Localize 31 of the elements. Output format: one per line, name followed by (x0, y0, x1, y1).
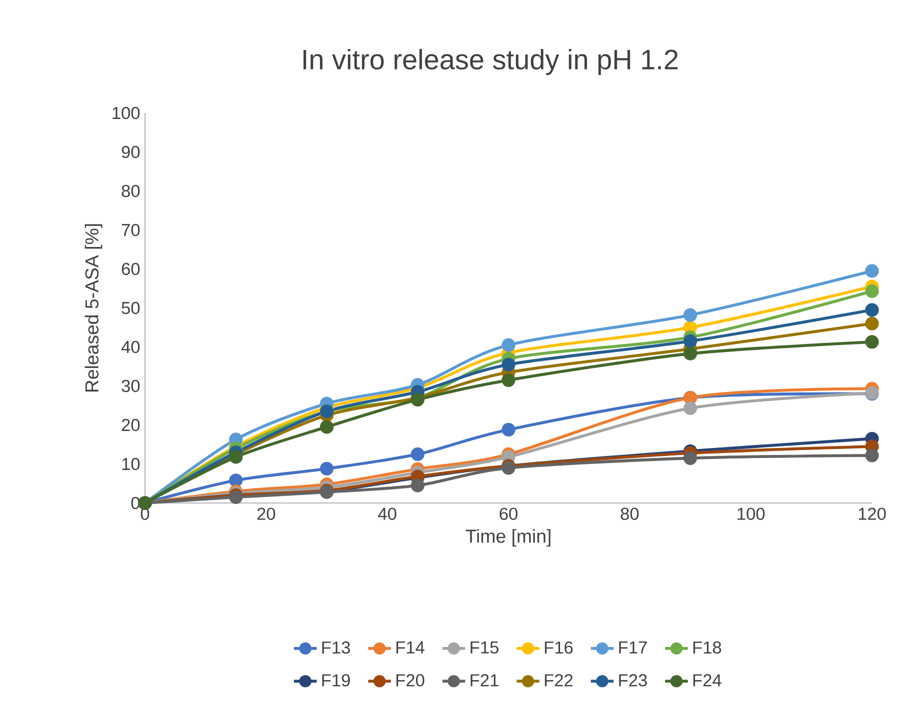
legend-label: F19 (322, 674, 350, 686)
legend-label: F21 (470, 674, 498, 686)
y-tick-label: 10 (122, 458, 140, 470)
y-tick-label: 30 (122, 380, 140, 392)
x-tick-label: 40 (378, 508, 396, 520)
legend-label: F14 (396, 641, 424, 654)
x-tick-label: 80 (620, 508, 639, 520)
y-axis-title: Released 5-ASA [%] (84, 224, 102, 392)
chart-title: In vitro release study in pH 1.2 (304, 48, 678, 76)
legend-label: F24 (693, 674, 722, 686)
legend-label: F17 (619, 641, 647, 654)
x-tick-label: 120 (858, 508, 886, 520)
legend-label: F18 (693, 641, 722, 654)
y-tick-label: 70 (122, 224, 140, 236)
x-tick-label: 20 (257, 508, 276, 520)
y-tick-label: 40 (121, 340, 140, 354)
y-tick-label: 100 (112, 106, 140, 120)
y-tick-label: 80 (122, 184, 140, 198)
legend-label: F23 (619, 674, 647, 686)
y-tick-label: 50 (122, 302, 140, 314)
y-tick-label: 60 (122, 262, 140, 276)
legend-label: F13 (322, 641, 350, 654)
legend-label: F20 (396, 674, 424, 686)
legend-label: F22 (544, 674, 573, 686)
y-tick-label: 90 (122, 146, 140, 158)
legend-label: F15 (470, 641, 498, 654)
y-tick-label: 20 (122, 418, 140, 432)
legend-label: F16 (544, 641, 573, 654)
x-tick-label: 60 (500, 508, 518, 520)
x-axis-title: Time [min] (466, 529, 550, 547)
x-tick-label: 100 (738, 508, 765, 520)
